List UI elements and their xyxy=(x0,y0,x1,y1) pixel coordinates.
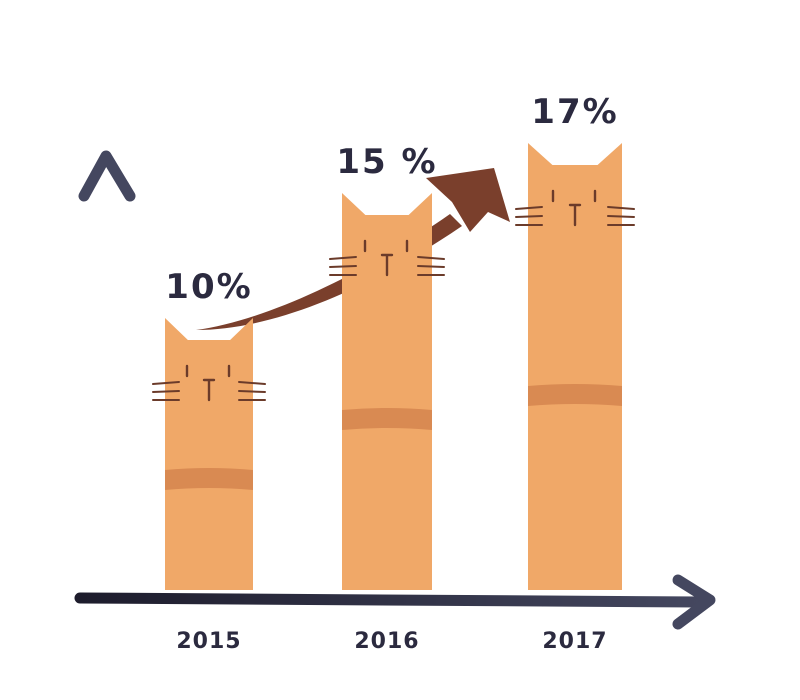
x-tick-label-2015: 2015 xyxy=(176,629,241,654)
cat-bar-2016 xyxy=(329,193,445,590)
bar-body xyxy=(165,318,253,590)
value-label-2017: 17% xyxy=(531,92,618,132)
cat-face xyxy=(185,364,231,402)
y-axis-arrowhead xyxy=(78,150,136,202)
y-axis xyxy=(78,150,136,638)
whisker-right xyxy=(417,265,445,268)
cat-nose xyxy=(568,203,582,227)
cat-whiskers xyxy=(152,381,266,401)
cat-bar-2015 xyxy=(152,318,266,590)
x-axis-line xyxy=(74,592,706,608)
bar-stripe xyxy=(528,384,622,406)
labels-layer: 10% 2015 15 % 2016 17% 2017 xyxy=(165,92,618,654)
trend-arrow xyxy=(196,168,510,330)
trend-arrow-shaft xyxy=(196,214,462,330)
x-axis-arrowhead xyxy=(672,574,716,630)
bar-stripe xyxy=(165,468,253,490)
whisker-left xyxy=(152,390,180,393)
whisker-right xyxy=(607,215,635,218)
value-label-2016: 15 % xyxy=(336,142,437,182)
cat-face xyxy=(551,189,597,227)
whisker-left xyxy=(329,265,357,268)
whisker-right xyxy=(238,390,266,393)
cat-nose xyxy=(202,378,216,402)
cat-bar-2017 xyxy=(515,143,635,590)
bar-body xyxy=(528,143,622,590)
cat-whiskers xyxy=(515,206,635,226)
bar-body xyxy=(342,193,432,590)
x-tick-label-2017: 2017 xyxy=(542,629,607,654)
whisker-left xyxy=(515,206,543,210)
cat-face xyxy=(363,239,409,277)
cat-nose xyxy=(380,253,394,277)
trend-arrow-head xyxy=(426,168,510,232)
whisker-right xyxy=(607,206,635,210)
value-label-2015: 10% xyxy=(165,267,252,307)
whisker-right xyxy=(417,256,445,260)
x-axis xyxy=(74,574,716,630)
x-tick-label-2016: 2016 xyxy=(354,629,419,654)
cat-whiskers xyxy=(329,256,445,276)
whisker-left xyxy=(329,256,357,260)
bars-layer xyxy=(152,143,635,590)
whisker-right xyxy=(238,381,266,385)
whisker-left xyxy=(152,381,180,385)
whisker-left xyxy=(515,215,543,218)
bar-stripe xyxy=(342,408,432,430)
